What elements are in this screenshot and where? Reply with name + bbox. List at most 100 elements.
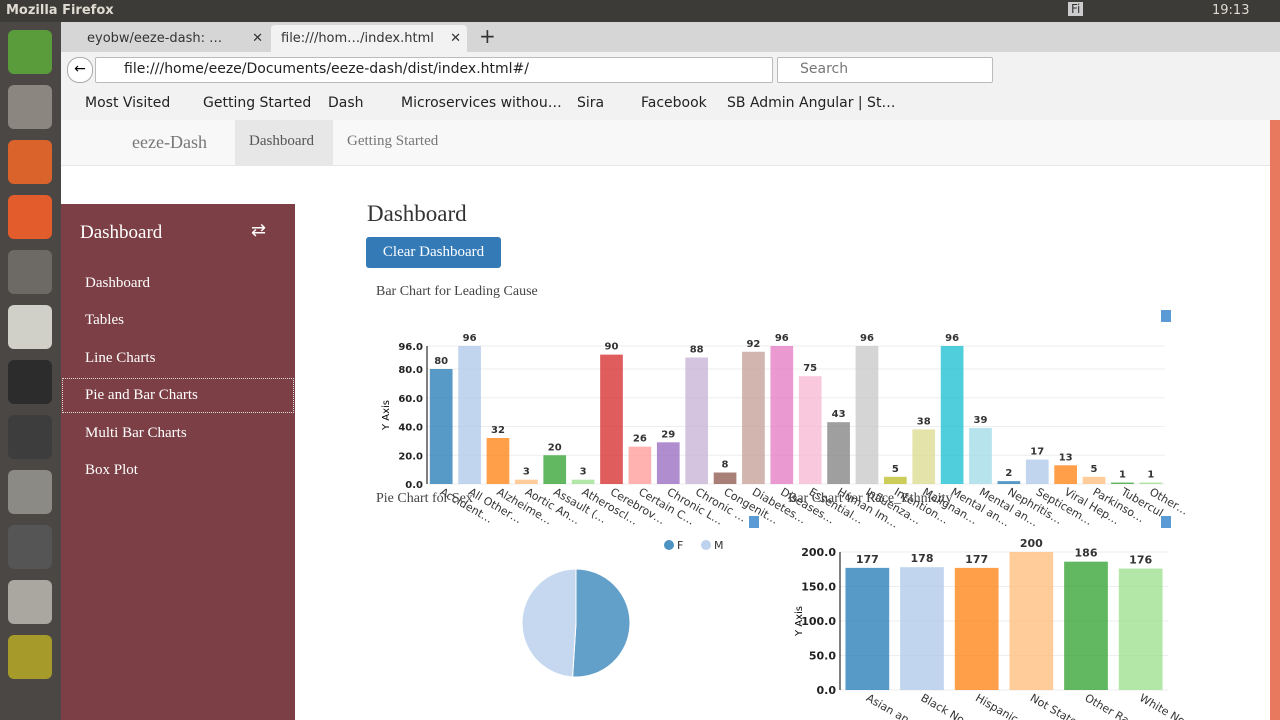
value-label: 5 bbox=[1091, 464, 1098, 475]
bar bbox=[486, 438, 510, 484]
bookmark[interactable]: Most Visited bbox=[85, 95, 171, 111]
bar bbox=[1118, 568, 1163, 690]
value-label: 32 bbox=[491, 425, 505, 436]
search-box[interactable]: Search bbox=[777, 57, 993, 83]
launcher-icon[interactable] bbox=[8, 30, 52, 74]
bar bbox=[969, 427, 992, 484]
sidebar-item[interactable]: Pie and Bar Charts bbox=[85, 387, 198, 403]
launcher-icon[interactable] bbox=[8, 415, 52, 459]
bar bbox=[912, 429, 936, 484]
tab-title: eyobw/eeze-dash: … bbox=[87, 31, 223, 46]
tab[interactable]: eyobw/eeze-dash: … ✕ bbox=[87, 31, 263, 46]
nav-link[interactable]: Getting Started bbox=[347, 133, 439, 149]
value-label: 75 bbox=[803, 363, 817, 374]
bar bbox=[1139, 482, 1163, 484]
brand[interactable]: eeze-Dash bbox=[132, 132, 207, 152]
y-tick-label: 50.0 bbox=[809, 650, 836, 663]
bookmarks-bar: Most Visited Getting Started Dash Micros… bbox=[61, 86, 1280, 121]
bar bbox=[1064, 561, 1108, 690]
x-tick-label: Other Ra… bbox=[1083, 691, 1141, 720]
launcher-icon[interactable] bbox=[8, 580, 52, 624]
value-label: 177 bbox=[856, 553, 879, 566]
bar bbox=[1025, 459, 1049, 484]
y-tick-label: 96.0 bbox=[398, 342, 423, 353]
value-label: 3 bbox=[523, 467, 530, 478]
value-label: 178 bbox=[911, 552, 934, 565]
launcher-icon[interactable] bbox=[8, 305, 52, 349]
sidebar: Dashboard ⇄ Dashboard Tables Line Charts… bbox=[61, 204, 295, 720]
launcher-icon[interactable] bbox=[8, 140, 52, 184]
launcher-icon[interactable] bbox=[8, 250, 52, 294]
back-button[interactable]: ← bbox=[67, 57, 93, 83]
chart-title: Bar Chart for Leading Cause bbox=[376, 284, 538, 299]
trash-icon[interactable] bbox=[1161, 310, 1171, 322]
launcher-icon[interactable] bbox=[8, 195, 52, 239]
bar bbox=[845, 567, 890, 690]
value-label: 92 bbox=[746, 339, 760, 350]
legend-label: F bbox=[677, 539, 683, 552]
y-axis-label: Y Axis bbox=[794, 606, 805, 637]
bar bbox=[883, 476, 907, 484]
bookmark[interactable]: SB Admin Angular | St… bbox=[727, 95, 896, 111]
value-label: 38 bbox=[917, 416, 931, 427]
legend-swatch bbox=[701, 540, 711, 550]
sidebar-item[interactable]: Box Plot bbox=[85, 462, 138, 478]
y-tick-label: 80.0 bbox=[398, 365, 423, 376]
sidebar-item[interactable]: Line Charts bbox=[85, 350, 156, 366]
bar bbox=[855, 346, 879, 484]
bookmark[interactable]: Sira bbox=[577, 95, 605, 111]
bookmark[interactable]: Getting Started bbox=[203, 95, 312, 111]
bar bbox=[1054, 465, 1078, 484]
bar bbox=[713, 472, 737, 484]
keyboard-indicator[interactable]: Fi bbox=[1068, 2, 1084, 16]
bookmark[interactable]: Microservices withou… bbox=[401, 95, 562, 111]
trash-icon[interactable] bbox=[1161, 516, 1171, 528]
launcher-icon[interactable] bbox=[8, 525, 52, 569]
y-tick-label: 100.0 bbox=[801, 615, 836, 628]
chart-title: Bar Chart for Race_Ethnicity bbox=[788, 491, 952, 506]
bookmark[interactable]: Dash bbox=[328, 95, 364, 111]
y-tick-label: 200.0 bbox=[801, 546, 836, 559]
bar bbox=[798, 376, 822, 484]
url-bar[interactable]: file:///home/eeze/Documents/eeze-dash/di… bbox=[95, 57, 773, 83]
nav-active[interactable]: Dashboard bbox=[235, 120, 333, 165]
bar bbox=[600, 354, 623, 484]
y-axis-label: Y Axis bbox=[381, 400, 392, 431]
trash-icon[interactable] bbox=[749, 516, 759, 528]
bar bbox=[429, 369, 453, 484]
sidebar-item[interactable]: Multi Bar Charts bbox=[85, 425, 187, 441]
y-tick-label: 0.0 bbox=[405, 480, 423, 491]
x-tick-label: White No… bbox=[1137, 691, 1197, 720]
bar bbox=[571, 479, 595, 484]
launcher-icon[interactable] bbox=[8, 360, 52, 404]
launcher-icon[interactable] bbox=[8, 470, 52, 514]
value-label: 20 bbox=[548, 442, 562, 453]
bookmark[interactable]: Facebook bbox=[641, 95, 707, 111]
nav-link: Dashboard bbox=[249, 133, 314, 149]
toggle-icon[interactable]: ⇄ bbox=[251, 220, 267, 240]
clear-button[interactable]: Clear Dashboard bbox=[366, 237, 501, 268]
system-top-bar: Mozilla Firefox Fi 19:13 bbox=[0, 0, 1280, 22]
bar bbox=[770, 346, 794, 484]
launcher-icon[interactable] bbox=[8, 635, 52, 679]
value-label: 17 bbox=[1030, 447, 1044, 458]
search-placeholder: Search bbox=[800, 61, 849, 77]
value-label: 177 bbox=[965, 553, 988, 566]
value-label: 90 bbox=[605, 342, 619, 353]
bar bbox=[997, 481, 1021, 484]
value-label: 176 bbox=[1129, 554, 1152, 567]
sidebar-active[interactable] bbox=[62, 378, 294, 413]
new-tab[interactable]: + bbox=[479, 24, 496, 48]
clock[interactable]: 19:13 bbox=[1212, 3, 1250, 18]
sidebar-item[interactable]: Tables bbox=[85, 312, 124, 328]
bar bbox=[514, 479, 538, 484]
launcher-icon[interactable] bbox=[8, 85, 52, 129]
x-tick-label: Hispanic… bbox=[973, 691, 1030, 720]
bar bbox=[1009, 552, 1054, 690]
sidebar-item[interactable]: Dashboard bbox=[85, 275, 150, 291]
url: file:///home/eeze/Documents/eeze-dash/di… bbox=[124, 61, 529, 77]
bar bbox=[543, 455, 567, 484]
tab-active[interactable]: file:///hom…/index.html ✕ bbox=[271, 25, 467, 52]
value-label: 26 bbox=[633, 434, 647, 445]
